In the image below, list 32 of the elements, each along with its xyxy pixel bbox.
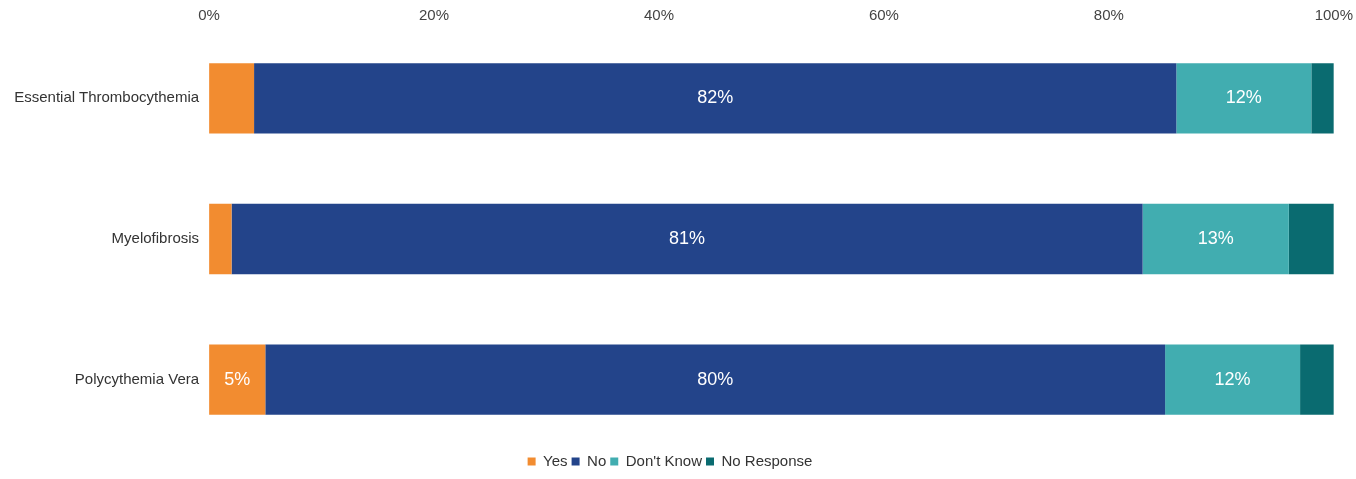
y-tick-label: Essential Thrombocythemia <box>14 88 200 106</box>
x-tick-label: 100% <box>1314 6 1354 24</box>
y-tick-label: Polycythemia Vera <box>74 369 200 387</box>
bar <box>231 203 1143 275</box>
bar <box>209 203 232 275</box>
bar <box>1311 63 1334 134</box>
x-tick-label: 20% <box>419 6 450 24</box>
data-label: 5% <box>224 368 251 389</box>
bar <box>209 344 266 415</box>
legend-label: No <box>587 451 607 469</box>
data-label: 80% <box>697 368 734 389</box>
y-tick-label: Myelofibrosis <box>111 229 200 247</box>
x-tick-label: 40% <box>643 6 674 24</box>
x-tick-label: 80% <box>1093 6 1124 24</box>
legend-label: No Response <box>721 451 813 469</box>
bar <box>1288 203 1334 275</box>
x-tick-label: 0% <box>198 6 220 24</box>
bar <box>1142 203 1289 275</box>
bar <box>1176 63 1312 134</box>
legend-label: Yes <box>543 451 568 469</box>
data-label: 12% <box>1214 368 1251 389</box>
legend-label: Don't Know <box>625 451 703 469</box>
data-label: 12% <box>1225 87 1262 108</box>
data-label: 82% <box>697 87 734 108</box>
bar <box>1300 344 1334 415</box>
bar <box>254 63 1177 134</box>
data-label: 13% <box>1197 227 1234 248</box>
data-label: 81% <box>669 227 706 248</box>
bar <box>1165 344 1301 415</box>
bar <box>209 63 255 134</box>
bar <box>265 344 1166 415</box>
x-tick-label: 60% <box>868 6 899 24</box>
